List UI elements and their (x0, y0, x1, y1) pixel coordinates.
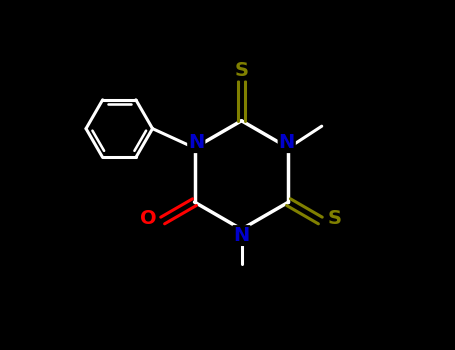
Text: N: N (233, 226, 250, 245)
Text: S: S (234, 61, 248, 79)
Text: N: N (188, 133, 204, 152)
Text: N: N (278, 133, 295, 152)
Text: O: O (141, 209, 157, 228)
Text: S: S (327, 209, 341, 228)
